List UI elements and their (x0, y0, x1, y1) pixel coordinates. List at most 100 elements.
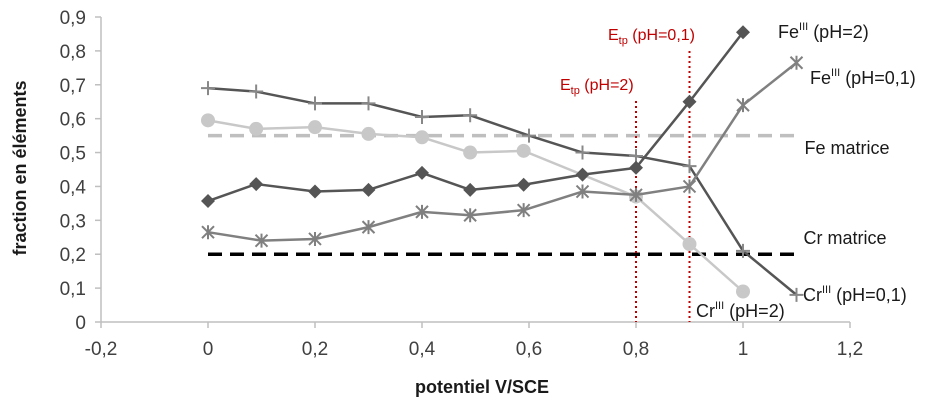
data-point (682, 237, 697, 252)
cr-ph01-main: Cr (803, 285, 822, 305)
fe-ph2-label: FeIII (pH=2) (778, 21, 869, 42)
x-tick-label: 0 (203, 339, 214, 360)
fe-ph01-rest: (pH=0,1) (840, 68, 916, 88)
data-point (522, 128, 536, 143)
data-point (361, 220, 376, 235)
etp-ph2-label: Etp (pH=2) (560, 77, 634, 97)
x-tick-label: 0,6 (516, 339, 542, 360)
data-point (201, 225, 215, 240)
data-point (249, 121, 264, 136)
y-tick-label: 0,8 (60, 42, 86, 63)
series-line (207, 119, 744, 293)
data-point (415, 204, 429, 219)
etp-ph2-rest: (pH=2) (580, 77, 634, 94)
data-point (463, 145, 478, 160)
fe-matrice-label: Fe matrice (804, 138, 889, 158)
y-tick-label: 0 (75, 313, 86, 334)
fe-ph01-main: Fe (810, 68, 831, 88)
fe-ph2-series (201, 25, 750, 209)
data-point (736, 243, 750, 258)
data-point (463, 108, 478, 123)
x-axis-title: potentiel V/SCE (415, 377, 549, 397)
data-point (516, 203, 531, 218)
data-point (789, 55, 804, 70)
annotations-layer: potentiel V/SCE fraction en éléments Fe … (10, 21, 916, 397)
cr-ph2-series (201, 113, 750, 299)
etp-ph01-sub: tp (619, 35, 628, 47)
data-point (415, 130, 429, 145)
data-point (254, 233, 269, 248)
etp-ph01-label: Etp (pH=0,1) (608, 27, 695, 47)
y-tick-label: 0,5 (60, 144, 86, 165)
y-tick-label: 0,2 (60, 245, 86, 266)
data-point (629, 187, 643, 202)
data-point (575, 167, 590, 182)
data-point (201, 113, 215, 128)
x-tick-label: -0,2 (85, 339, 118, 360)
etp-ph2-main: E (560, 77, 571, 94)
data-point (415, 165, 429, 180)
data-point (361, 96, 376, 111)
fe-ph01-series (201, 81, 804, 302)
data-point (463, 182, 478, 197)
fe-ph01-sup: III (831, 67, 840, 79)
y-tick-label: 0,7 (60, 76, 86, 97)
y-tick-label: 0,4 (60, 177, 87, 198)
data-point (575, 184, 590, 199)
data-point (682, 179, 697, 194)
data-point (736, 98, 750, 113)
x-tick-label: 0,2 (302, 339, 328, 360)
fe-ph2-rest: (pH=2) (808, 22, 869, 42)
data-point (249, 177, 264, 192)
data-point (361, 182, 376, 197)
data-point (629, 160, 643, 175)
y-tick-label: 0,3 (60, 211, 86, 232)
fe-ph01-label: FeIII (pH=0,1) (810, 67, 916, 88)
etp-ph01-main: E (608, 27, 619, 44)
data-point (361, 126, 376, 141)
data-point (682, 159, 697, 174)
data-point (516, 143, 531, 158)
cr-ph2-sup: III (715, 300, 724, 312)
cr-ph01-label: CrIII (pH=0,1) (803, 284, 907, 305)
data-point (201, 194, 215, 209)
y-tick-label: 0,9 (60, 8, 86, 29)
data-point (308, 184, 322, 199)
fe-ph2-main: Fe (778, 22, 799, 42)
cr-ph2-main: Cr (696, 301, 715, 321)
data-point (682, 94, 697, 109)
x-tick-label: 1,2 (837, 339, 863, 360)
x-tick-label: 0,8 (623, 339, 649, 360)
data-point (308, 231, 322, 246)
data-point (629, 148, 643, 163)
x-tick-label: 0,4 (409, 339, 436, 360)
x-tick-label: 1 (738, 339, 749, 360)
cr-ph01-sup: III (822, 284, 831, 296)
y-tick-label: 0,6 (60, 110, 86, 131)
data-point (415, 109, 429, 124)
y-tick-label: 0,1 (60, 279, 86, 300)
series-line (207, 86, 798, 296)
etp-ph01-rest: (pH=0,1) (628, 27, 695, 44)
data-point (249, 84, 264, 99)
y-axis-title: fraction en éléments (10, 80, 30, 255)
series-layer (201, 25, 804, 302)
data-point (789, 287, 804, 302)
etp-ph2-sub: tp (571, 85, 580, 97)
data-point (736, 284, 750, 299)
cr-ph2-label: CrIII (pH=2) (696, 300, 785, 321)
axes-layer: -0,2 0 0,2 0,4 0,6 0,8 1 1,2 0 0,1 0,2 0,3 0,4 0,5 0,6… (60, 8, 864, 360)
data-point (201, 81, 215, 96)
series-line (207, 61, 798, 242)
data-point (736, 25, 750, 40)
fe-ph2-sup: III (799, 21, 808, 33)
cr-matrice-label: Cr matrice (803, 228, 886, 248)
cr-ph2-rest: (pH=2) (724, 301, 785, 321)
data-point (308, 96, 322, 111)
data-point (575, 145, 590, 160)
data-point (516, 177, 531, 192)
data-point (308, 120, 322, 135)
cr-ph01-series (201, 55, 804, 248)
